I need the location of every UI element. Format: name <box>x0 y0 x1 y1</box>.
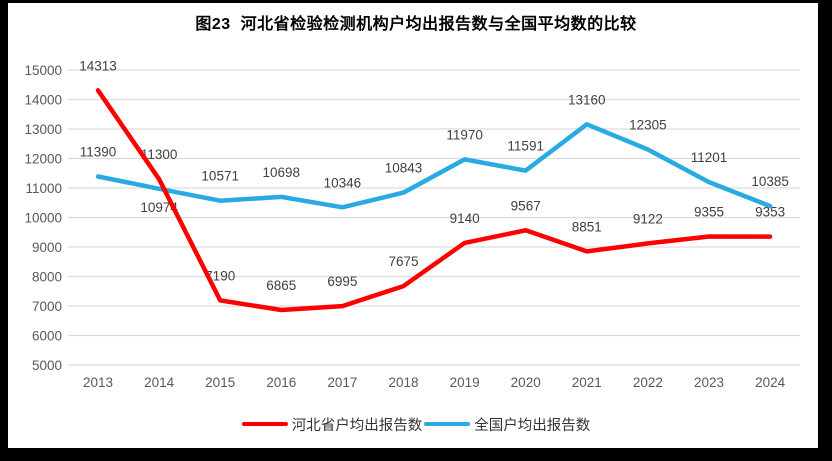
x-axis-tick-label: 2013 <box>83 375 113 390</box>
x-axis-tick-label: 2016 <box>266 375 296 390</box>
series-line-national <box>95 122 773 210</box>
data-label-hebei-2019: 9140 <box>450 211 480 226</box>
y-axis-tick-label: 13000 <box>24 122 62 137</box>
x-axis-tick-label: 2017 <box>327 375 357 390</box>
data-label-hebei-2024: 9353 <box>755 205 785 220</box>
y-axis-tick-label: 11000 <box>25 181 62 196</box>
data-label-hebei-2015: 7190 <box>205 268 235 283</box>
data-label-hebei-2017: 6995 <box>327 274 357 289</box>
x-axis-tick-label: 2020 <box>511 375 541 390</box>
data-label-hebei-2023: 9355 <box>694 205 724 220</box>
data-label-national-2021: 13160 <box>568 92 606 107</box>
y-axis-tick-label: 6000 <box>32 329 62 344</box>
legend-item-national: 全国户均出报告数 <box>424 414 590 435</box>
y-axis-tick-label: 9000 <box>32 240 62 255</box>
data-label-national-2022: 12305 <box>629 118 667 133</box>
x-axis-tick-label: 2022 <box>633 375 663 390</box>
data-label-hebei-2016: 6865 <box>266 278 296 293</box>
data-label-hebei-2013: 14313 <box>79 58 117 73</box>
data-label-national-2016: 10698 <box>263 165 301 180</box>
data-label-national-2013: 11390 <box>80 144 117 159</box>
data-label-national-2018: 10843 <box>385 161 423 176</box>
y-axis-tick-label: 7000 <box>32 299 62 314</box>
chart-legend: 河北省户均出报告数 全国户均出报告数 <box>0 412 832 436</box>
chart-panel <box>8 3 818 448</box>
data-label-hebei-2018: 7675 <box>388 254 418 269</box>
data-label-national-2024: 10385 <box>751 174 789 189</box>
data-label-national-2020: 11591 <box>507 139 544 154</box>
x-axis-tick-label: 2023 <box>694 375 724 390</box>
legend-label-hebei: 河北省户均出报告数 <box>291 417 423 434</box>
y-axis-tick-label: 10000 <box>24 211 62 226</box>
data-label-national-2019: 11970 <box>446 127 483 142</box>
series-line-hebei <box>95 88 773 313</box>
data-label-hebei-2021: 8851 <box>572 219 602 234</box>
x-axis-tick-label: 2024 <box>755 375 786 390</box>
y-axis-tick-label: 15000 <box>24 63 62 78</box>
y-axis-tick-label: 14000 <box>24 93 62 108</box>
national-series-swatch-icon <box>424 421 471 427</box>
hebei-series-swatch-icon <box>241 421 288 427</box>
data-label-hebei-2020: 9567 <box>511 198 541 213</box>
y-axis-tick-label: 8000 <box>32 270 62 285</box>
x-axis-tick-label: 2014 <box>144 375 175 390</box>
legend-item-hebei: 河北省户均出报告数 <box>241 414 423 435</box>
data-label-national-2017: 10346 <box>324 175 362 190</box>
data-label-national-2015: 10571 <box>201 169 239 184</box>
data-label-hebei-2014: 11300 <box>141 147 178 162</box>
data-label-hebei-2022: 9122 <box>633 211 663 226</box>
x-axis-tick-label: 2018 <box>388 375 418 390</box>
x-axis-tick-label: 2015 <box>205 375 235 390</box>
x-axis-tick-label: 2019 <box>450 375 480 390</box>
y-axis-tick-label: 12000 <box>24 152 62 167</box>
chart-title: 图23 河北省检验检测机构户均出报告数与全国平均数的比较 <box>195 16 637 33</box>
data-label-national-2023: 11201 <box>691 150 728 165</box>
y-axis-tick-label: 5000 <box>32 358 62 373</box>
legend-label-national: 全国户均出报告数 <box>474 417 591 434</box>
x-axis-tick-label: 2021 <box>572 375 602 390</box>
